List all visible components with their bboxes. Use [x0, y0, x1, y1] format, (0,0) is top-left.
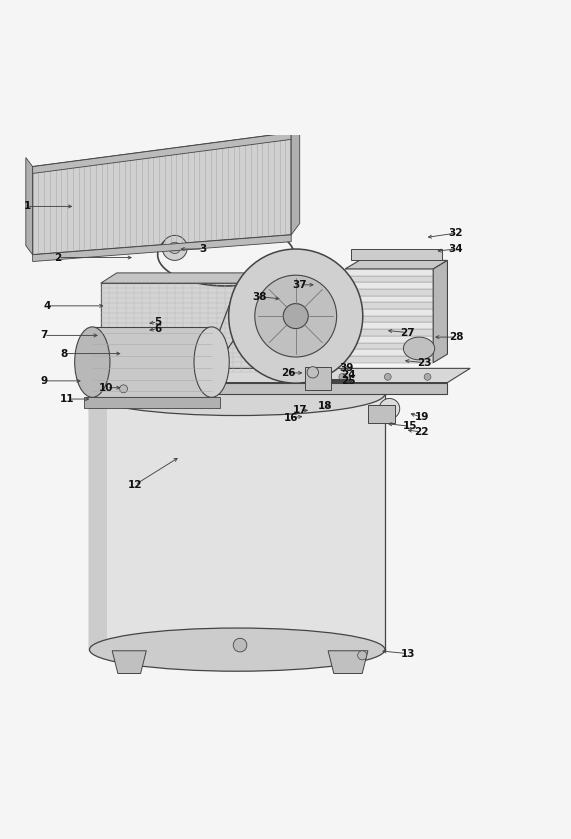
Text: 28: 28	[449, 332, 463, 342]
Text: 17: 17	[292, 405, 307, 415]
Text: 4: 4	[43, 301, 51, 311]
Text: 26: 26	[281, 368, 296, 378]
Polygon shape	[345, 322, 433, 329]
Text: 22: 22	[415, 427, 429, 437]
Text: 2: 2	[55, 253, 62, 263]
Polygon shape	[345, 336, 433, 342]
Polygon shape	[101, 273, 299, 283]
Circle shape	[379, 399, 400, 419]
Polygon shape	[33, 235, 291, 262]
Polygon shape	[345, 329, 433, 336]
Polygon shape	[283, 273, 299, 373]
Polygon shape	[368, 405, 395, 424]
Polygon shape	[345, 309, 433, 315]
Text: 7: 7	[41, 331, 48, 341]
Text: 25: 25	[341, 376, 355, 386]
Polygon shape	[345, 356, 433, 362]
Ellipse shape	[90, 628, 385, 671]
Text: 18: 18	[318, 401, 332, 411]
Polygon shape	[345, 295, 433, 302]
Ellipse shape	[403, 337, 435, 360]
Polygon shape	[84, 398, 220, 408]
Text: 13: 13	[400, 649, 415, 659]
Polygon shape	[433, 260, 448, 362]
Text: 38: 38	[253, 292, 267, 302]
Text: 19: 19	[415, 412, 429, 422]
Polygon shape	[33, 133, 291, 174]
Circle shape	[233, 638, 247, 652]
Circle shape	[283, 304, 308, 329]
Polygon shape	[93, 327, 212, 398]
Circle shape	[307, 367, 319, 378]
Text: 6: 6	[154, 324, 161, 334]
Circle shape	[228, 249, 363, 383]
Circle shape	[293, 373, 300, 380]
Text: 3: 3	[199, 244, 207, 254]
Polygon shape	[90, 394, 385, 649]
Circle shape	[168, 373, 175, 380]
Text: 34: 34	[449, 244, 463, 254]
Circle shape	[424, 373, 431, 380]
Text: 12: 12	[128, 480, 142, 490]
Circle shape	[162, 236, 187, 260]
Circle shape	[123, 373, 130, 380]
Text: 10: 10	[99, 383, 114, 393]
Text: 8: 8	[61, 348, 67, 358]
Text: 5: 5	[154, 317, 161, 326]
Circle shape	[80, 378, 90, 388]
Polygon shape	[345, 302, 433, 309]
Polygon shape	[291, 121, 300, 235]
Polygon shape	[112, 651, 146, 674]
Circle shape	[119, 385, 127, 393]
Polygon shape	[101, 283, 283, 373]
Polygon shape	[328, 651, 368, 674]
Text: 9: 9	[41, 376, 47, 386]
Text: 1: 1	[23, 201, 31, 211]
Circle shape	[169, 242, 180, 253]
Polygon shape	[90, 394, 107, 649]
Polygon shape	[87, 368, 470, 383]
Circle shape	[384, 373, 391, 380]
Polygon shape	[345, 315, 433, 322]
Polygon shape	[87, 383, 448, 394]
Polygon shape	[26, 158, 33, 255]
Text: 27: 27	[400, 327, 415, 337]
Ellipse shape	[194, 327, 229, 398]
Text: 23: 23	[417, 357, 432, 367]
Circle shape	[357, 651, 367, 659]
Text: 37: 37	[292, 280, 307, 289]
Text: 15: 15	[403, 421, 418, 431]
Text: 24: 24	[341, 370, 355, 380]
Ellipse shape	[75, 327, 110, 398]
Polygon shape	[345, 349, 433, 356]
Circle shape	[255, 275, 337, 357]
Text: 39: 39	[340, 362, 354, 373]
Polygon shape	[305, 367, 331, 390]
Polygon shape	[345, 260, 448, 269]
Polygon shape	[345, 276, 433, 282]
Text: 11: 11	[59, 394, 74, 404]
Text: 32: 32	[449, 228, 463, 238]
Polygon shape	[345, 342, 433, 349]
Ellipse shape	[90, 373, 385, 415]
Polygon shape	[345, 289, 433, 295]
Polygon shape	[345, 269, 433, 276]
Circle shape	[339, 373, 345, 380]
Text: 16: 16	[284, 413, 299, 423]
Polygon shape	[345, 282, 433, 289]
Polygon shape	[351, 249, 442, 260]
Polygon shape	[33, 133, 291, 255]
